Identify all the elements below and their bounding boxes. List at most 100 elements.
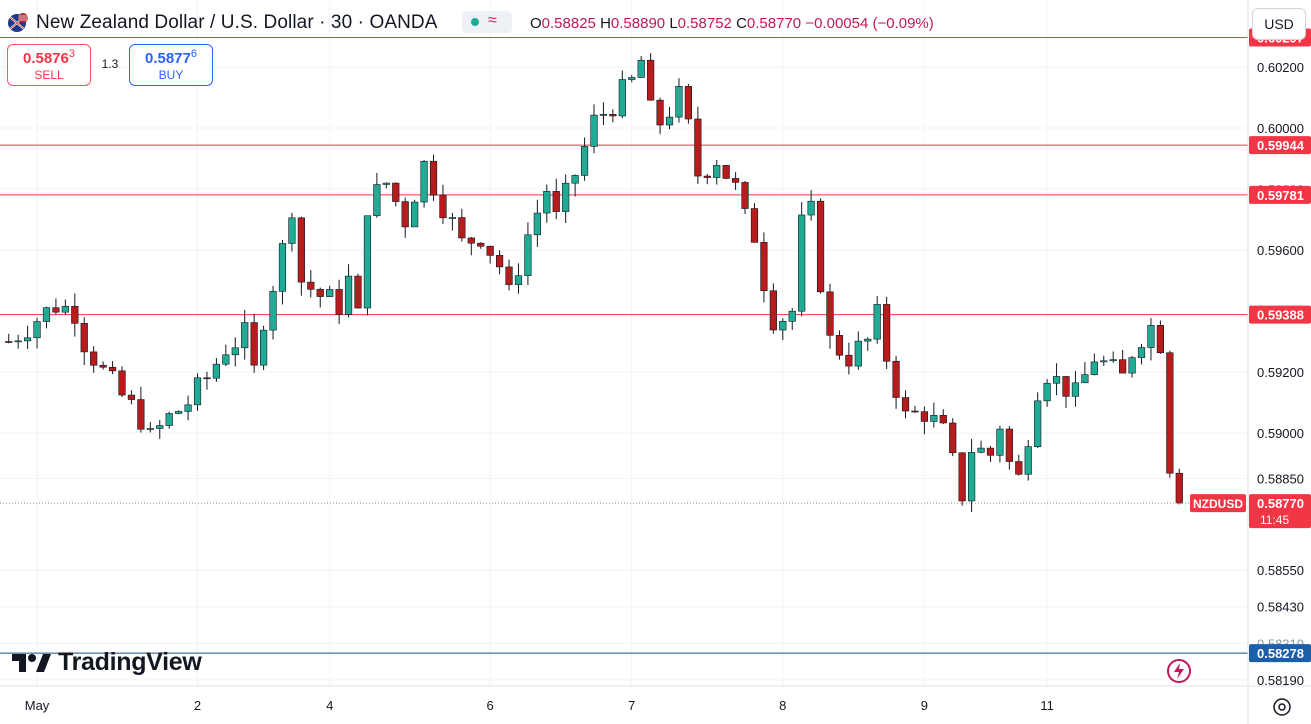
low-label: L bbox=[669, 15, 678, 32]
candle-body bbox=[562, 182, 570, 212]
time-tick-label: 4 bbox=[326, 698, 333, 713]
candle-body bbox=[401, 201, 409, 228]
price-tick-label: 0.60200 bbox=[1257, 60, 1304, 75]
candle-body bbox=[278, 243, 287, 292]
open-value: 0.58825 bbox=[541, 15, 596, 32]
time-tick-label: 6 bbox=[487, 698, 494, 713]
candle-body bbox=[203, 377, 211, 380]
candle-body bbox=[1147, 325, 1155, 348]
candle-body bbox=[1090, 361, 1098, 375]
sell-button[interactable]: 0.58763 SELL bbox=[7, 44, 91, 86]
sell-price: 0.58763 bbox=[22, 48, 75, 67]
candle-body bbox=[1071, 382, 1080, 397]
candle-body bbox=[779, 321, 787, 331]
sell-label: SELL bbox=[34, 68, 64, 82]
candle-body bbox=[1015, 461, 1023, 475]
candle-body bbox=[439, 194, 447, 219]
settings-icon[interactable] bbox=[1271, 696, 1293, 718]
candle-body bbox=[798, 214, 806, 312]
candle-body bbox=[467, 237, 475, 244]
tradingview-logo-icon bbox=[12, 653, 51, 672]
flash-icon[interactable] bbox=[1166, 658, 1192, 684]
candle-body bbox=[1109, 359, 1117, 362]
candle-body bbox=[42, 307, 51, 322]
candle-body bbox=[71, 305, 79, 324]
candle-body bbox=[335, 289, 343, 315]
candle-body bbox=[146, 428, 154, 430]
candle-body bbox=[458, 217, 466, 239]
candle-body bbox=[760, 242, 768, 292]
candle-body bbox=[429, 160, 438, 196]
candle-body bbox=[628, 77, 636, 80]
buy-button[interactable]: 0.58776 BUY bbox=[129, 44, 213, 86]
symbol-tag bbox=[1190, 494, 1246, 513]
candle-body bbox=[269, 291, 277, 331]
candle-body bbox=[750, 208, 759, 243]
candle-body bbox=[52, 307, 60, 313]
candle-body bbox=[231, 347, 239, 356]
candle-body bbox=[5, 341, 13, 343]
candle-body bbox=[505, 266, 513, 285]
candle-body bbox=[656, 99, 664, 126]
candle-body bbox=[741, 182, 749, 209]
candle-body bbox=[533, 212, 541, 236]
candle-body bbox=[854, 340, 862, 367]
wave-icon: ≈ bbox=[488, 12, 497, 29]
nz-us-flag-icon bbox=[8, 13, 28, 32]
candle-body bbox=[363, 215, 372, 309]
tradingview-logo[interactable]: TradingView bbox=[12, 648, 202, 678]
candlestick-series bbox=[5, 53, 1183, 513]
logo-text: TradingView bbox=[58, 648, 202, 676]
candle-body bbox=[703, 175, 711, 178]
candle-body bbox=[590, 114, 598, 147]
candle-body bbox=[967, 452, 976, 502]
candle-body bbox=[864, 338, 872, 342]
candle-body bbox=[958, 452, 966, 502]
buy-label: BUY bbox=[158, 68, 184, 82]
candle-body bbox=[1100, 360, 1108, 363]
level-price-label: 0.59781 bbox=[1257, 188, 1304, 203]
candle-body bbox=[637, 59, 645, 78]
high-value: 0.58890 bbox=[610, 15, 666, 32]
candle-body bbox=[1005, 428, 1013, 462]
price-tick-label: 0.60000 bbox=[1257, 121, 1304, 136]
open-label: O bbox=[530, 15, 542, 32]
chart-header: New Zealand Dollar / U.S. Dollar · 30 · … bbox=[0, 0, 1248, 44]
time-tick-label: 8 bbox=[779, 698, 786, 713]
price-tick-label: 0.58850 bbox=[1257, 472, 1304, 487]
candle-body bbox=[543, 191, 551, 214]
price-tick-label: 0.59000 bbox=[1257, 426, 1304, 441]
level-price-label: 0.59944 bbox=[1257, 138, 1305, 153]
candle-body bbox=[1024, 446, 1032, 475]
candle-body bbox=[694, 118, 702, 177]
candle-body bbox=[175, 411, 183, 414]
candle-body bbox=[382, 182, 390, 185]
candle-body bbox=[1156, 325, 1165, 354]
candle-body bbox=[411, 201, 419, 228]
candle-body bbox=[137, 399, 145, 430]
candle-body bbox=[911, 410, 919, 413]
candle-body bbox=[835, 335, 844, 356]
level-price-tag bbox=[1249, 644, 1311, 663]
price-tick-label: 0.58430 bbox=[1257, 600, 1304, 615]
candle-body bbox=[873, 304, 881, 340]
candle-body bbox=[99, 364, 107, 368]
change-value: −0.00054 (−0.09%) bbox=[805, 15, 934, 32]
candle-body bbox=[193, 377, 202, 406]
time-tick-label: 2 bbox=[194, 698, 201, 713]
status-pill[interactable]: ≈ bbox=[462, 11, 512, 33]
candle-body bbox=[316, 289, 324, 297]
currency-selector[interactable]: USD bbox=[1252, 8, 1306, 40]
candle-body bbox=[684, 86, 693, 120]
candle-body bbox=[571, 175, 579, 184]
candle-body bbox=[448, 217, 457, 219]
time-axis: May 2 4 6 7 8 9 11 bbox=[25, 698, 1054, 713]
symbol-title[interactable]: New Zealand Dollar / U.S. Dollar · 30 · … bbox=[36, 12, 438, 33]
candle-body bbox=[845, 354, 853, 367]
symbol-tag-label: NZDUSD bbox=[1193, 497, 1243, 511]
candle-body bbox=[241, 322, 249, 349]
price-tick-label: 0.59600 bbox=[1257, 243, 1304, 258]
candle-body bbox=[949, 422, 957, 454]
